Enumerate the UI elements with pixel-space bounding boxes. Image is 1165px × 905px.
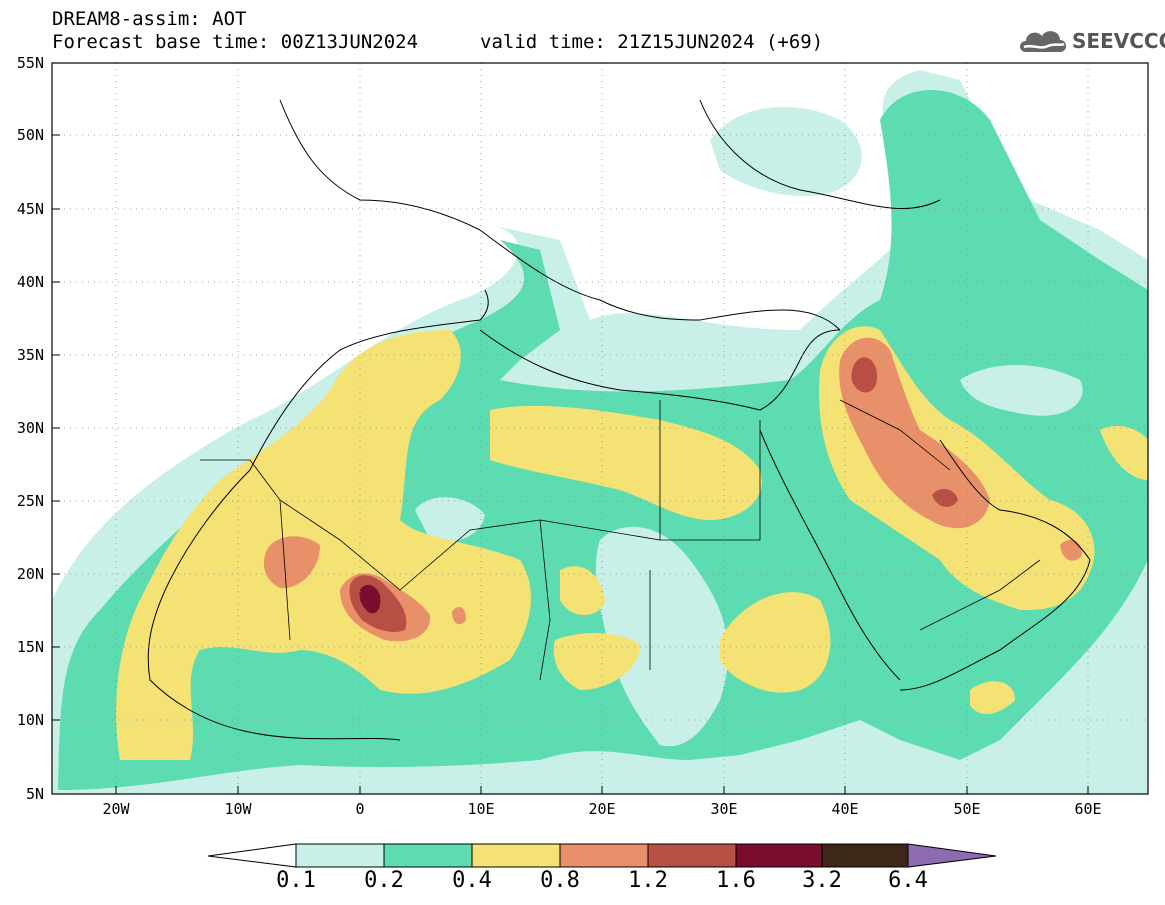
lon-label-60e: 60E — [1074, 800, 1101, 818]
colorbar-label-0-1: 0.1 — [276, 868, 316, 893]
colorbar — [207, 843, 997, 868]
tick-marks — [52, 134, 1089, 794]
aot-level-04-sudan — [720, 592, 831, 693]
aot-level-12-kuwait — [932, 488, 958, 507]
aot-level-12-iraq — [851, 357, 878, 393]
colorbar-bin-2 — [383, 843, 473, 868]
lat-label-25n: 25N — [17, 492, 44, 510]
coastlines — [147, 99, 1091, 741]
lat-label-5n: 5N — [26, 785, 44, 803]
lat-label-35n: 35N — [17, 346, 44, 364]
colorbar-label-0-2: 0.2 — [364, 868, 404, 893]
colorbar-label-1-2: 1.2 — [628, 868, 668, 893]
lat-label-20n: 20N — [17, 565, 44, 583]
aot-level-04-somalia — [970, 681, 1015, 715]
colorbar-bin-3 — [471, 843, 561, 868]
lon-label-10w: 10W — [224, 800, 252, 818]
lon-label-20w: 20W — [102, 800, 130, 818]
lat-label-30n: 30N — [17, 419, 44, 437]
aot-level-04-chad — [560, 566, 605, 615]
chart-title: DREAM8-assim: AOT — [52, 8, 247, 30]
lat-label-50n: 50N — [17, 126, 44, 144]
colorbar-under — [207, 843, 297, 868]
lat-label-40n: 40N — [17, 273, 44, 291]
aot-level-01-egypt — [595, 526, 729, 747]
colorbar-label-0-4: 0.4 — [452, 868, 492, 893]
lon-label-20e: 20E — [588, 800, 615, 818]
aot-level-04-west — [116, 330, 531, 760]
logo-text: SEEVCCC — [1072, 29, 1165, 53]
aot-field — [52, 63, 1148, 794]
lat-label-55n: 55N — [17, 54, 44, 72]
aot-level-08-oman — [1060, 539, 1082, 561]
seevccc-logo — [1016, 22, 1156, 58]
colorbar-label-6-4: 6.4 — [888, 868, 928, 893]
aot-level-01-ukraine — [710, 106, 862, 196]
forecast-base-time: Forecast base time: 00Z13JUN2024 — [52, 31, 419, 53]
lat-label-10n: 10N — [17, 711, 44, 729]
cloud-icon — [1020, 31, 1066, 52]
lon-label-0: 0 — [355, 800, 364, 818]
colorbar-bin-4 — [559, 843, 649, 868]
lon-label-30e: 30E — [710, 800, 737, 818]
aot-level-04-iran — [1100, 425, 1148, 480]
aot-level-08-iraq — [839, 337, 990, 529]
aot-level-04-central — [490, 405, 762, 520]
aot-level-08-niger2 — [452, 606, 466, 625]
lon-label-10e: 10E — [467, 800, 494, 818]
colorbar-label-0-8: 0.8 — [540, 868, 580, 893]
colorbar-bin-5 — [647, 843, 737, 868]
colorbar-bin-6 — [735, 843, 823, 868]
aot-level-01-libya — [415, 497, 485, 542]
aot-level-04-chad2 — [553, 633, 640, 690]
lon-label-50e: 50E — [953, 800, 980, 818]
colorbar-bin-7 — [821, 843, 909, 868]
colorbar-label-3-2: 3.2 — [802, 868, 842, 893]
colorbar-bin-1 — [295, 843, 385, 868]
aot-level-01-iran — [960, 365, 1083, 416]
colorbar-over — [907, 843, 997, 868]
aot-level-16-niger — [359, 584, 381, 614]
lat-label-45n: 45N — [17, 200, 44, 218]
lat-label-15n: 15N — [17, 638, 44, 656]
country-borders — [200, 399, 1041, 681]
lon-label-40e: 40E — [831, 800, 858, 818]
aot-level-08-mali — [263, 536, 320, 589]
colorbar-label-1-6: 1.6 — [716, 868, 756, 893]
valid-time: valid time: 21Z15JUN2024 (+69) — [480, 31, 824, 53]
